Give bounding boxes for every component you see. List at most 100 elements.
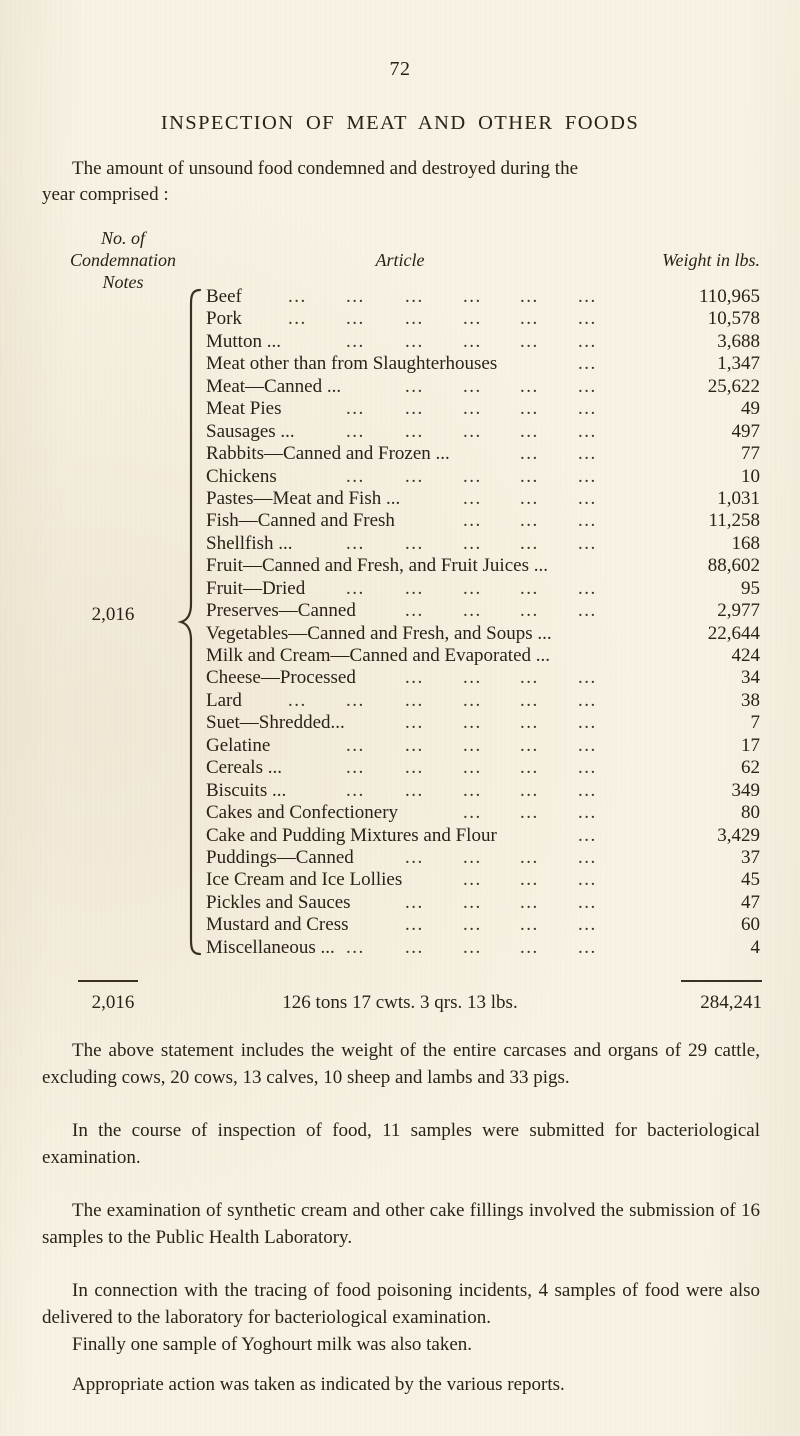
leader-dots: ... [520, 667, 539, 689]
table-cell-weight: 95 [741, 577, 760, 599]
leader-dots: ... [463, 802, 482, 824]
table-row: Sausages .................. 497 [206, 421, 760, 443]
leader-dots: ... [463, 734, 482, 756]
table-row: Fish—Canned and Fresh......... 11,258 [206, 510, 760, 532]
table-cell-weight: 47 [741, 891, 760, 913]
table-row: Pastes—Meat and Fish ............ 1,031 [206, 488, 760, 510]
condemnation-notes-count: 2,016 [91, 604, 135, 625]
table-row: Pickles and Sauces............ 47 [206, 892, 760, 914]
heading-condemnation: Condemnation [70, 250, 176, 270]
table-cell-weight: 10 [741, 465, 760, 487]
paragraph-carcases-line-1: The above statement includes the weight … [72, 1040, 601, 1061]
paragraph-synthetic-cream-line-1: The examination of synthetic cream and o… [72, 1200, 624, 1221]
table-cell-weight: 11,258 [708, 510, 760, 532]
leader-dots: ... [520, 487, 539, 509]
total-notes: 2,016 [91, 992, 135, 1013]
leader-dots: ... [405, 757, 424, 779]
intro-line-2: year comprised : [42, 184, 169, 205]
leader-dots: ... [346, 286, 365, 307]
table-cell-weight: 49 [741, 398, 760, 420]
leader-dots: ... [463, 398, 482, 420]
page-title: INSPECTION OF MEAT AND OTHER FOODS [160, 112, 640, 134]
leader-dots: ... [405, 712, 424, 734]
leader-dots: ... [520, 443, 539, 465]
table-cell-article: Pork [206, 308, 242, 330]
leader-dots: ... [578, 712, 597, 734]
table-row: Cakes and Confectionery......... 80 [206, 802, 760, 824]
table-cell-weight: 25,622 [707, 375, 760, 397]
leader-dots: ... [463, 869, 482, 891]
table-cell-article: Meat other than from Slaughterhouses [206, 353, 498, 375]
table-row: Beef.................. 110,965 [206, 286, 760, 308]
leader-dots: ... [288, 286, 307, 307]
table-cell-weight: 1,031 [717, 487, 760, 509]
leader-dots: ... [405, 330, 424, 352]
leader-dots: ... [520, 600, 539, 622]
leader-dots: ... [520, 936, 539, 958]
leader-dots: ... [463, 465, 482, 487]
table-cell-weight: 4 [750, 936, 761, 958]
leader-dots: ... [578, 869, 597, 891]
table-row: Preserves—Canned............ 2,977 [206, 600, 760, 622]
table-cell-article: Chickens [206, 465, 277, 487]
leader-dots: ... [463, 914, 482, 936]
table-cell-weight: 2,977 [717, 600, 760, 622]
total-rule-right [681, 980, 762, 982]
heading-weight: Weight in lbs. [662, 250, 760, 270]
intro-paragraph: The amount of unsound food condemned and… [42, 156, 760, 208]
leader-dots: ... [463, 308, 482, 330]
leader-dots: ... [463, 286, 482, 307]
table-cell-weight: 34 [741, 667, 760, 689]
leader-dots: ... [578, 330, 597, 352]
leader-dots: ... [346, 779, 365, 801]
leader-dots: ... [405, 734, 424, 756]
paragraph-samples: In the course of inspection of food, 11 … [42, 1118, 760, 1171]
leader-dots: ... [405, 465, 424, 487]
leader-dots: ... [405, 667, 424, 689]
total-weight: 284,241 [700, 992, 762, 1013]
leader-dots: ... [520, 846, 539, 868]
table-cell-article: Mutton ... [206, 330, 281, 352]
leader-dots: ... [405, 891, 424, 913]
table-row: Puddings—Canned............ 37 [206, 847, 760, 869]
table-cell-weight: 110,965 [698, 286, 760, 307]
table-cell-weight: 38 [741, 689, 760, 711]
table-cell-article: Pastes—Meat and Fish ... [206, 487, 401, 509]
leader-dots: ... [346, 734, 365, 756]
leader-dots: ... [405, 689, 424, 711]
leader-dots: ... [346, 330, 365, 352]
table-row: Meat other than from Slaughterhouses... 1… [206, 353, 760, 375]
table-cell-article: Fruit—Canned and Fresh, and Fruit Juices… [206, 555, 548, 577]
leader-dots: ... [520, 757, 539, 779]
table-row: Cereals .................. 62 [206, 757, 760, 779]
column-headings: No. of Condemnation Notes Article Weight… [0, 228, 800, 298]
leader-dots: ... [578, 846, 597, 868]
leader-dots: ... [520, 891, 539, 913]
table-cell-article: Fruit—Dried [206, 577, 306, 599]
table-cell-weight: 88,602 [707, 555, 760, 577]
leader-dots: ... [520, 420, 539, 442]
table-cell-weight: 62 [741, 757, 760, 779]
table-cell-article: Cereals ... [206, 757, 282, 779]
table-row: Mutton .................. 3,688 [206, 331, 760, 353]
table-cell-article: Rabbits—Canned and Frozen ... [206, 443, 450, 465]
leader-dots: ... [346, 689, 365, 711]
leader-dots: ... [405, 308, 424, 330]
table-cell-article: Preserves—Canned [206, 600, 356, 622]
table-row: Meat—Canned ............... 25,622 [206, 376, 760, 398]
paragraph-synthetic-cream-line-2: submission of 16 samples to the Public H… [42, 1200, 761, 1248]
leader-dots: ... [578, 465, 597, 487]
leader-dots: ... [520, 712, 539, 734]
leader-dots: ... [578, 600, 597, 622]
table-row: Chickens............... 10 [206, 466, 760, 488]
leader-dots: ... [405, 914, 424, 936]
table-cell-weight: 77 [741, 443, 760, 465]
heading-article: Article [375, 250, 425, 270]
paragraph-carcases: The above statement includes the weight … [42, 1038, 760, 1091]
total-tonnage: 126 tons 17 cwts. 3 qrs. 13 lbs. [282, 992, 518, 1013]
table-row: Suet—Shredded............... 7 [206, 712, 760, 734]
table-row: Mustard and Cress............ 60 [206, 914, 760, 936]
table-row: Biscuits .................. 349 [206, 780, 760, 802]
leader-dots: ... [520, 914, 539, 936]
leader-dots: ... [520, 689, 539, 711]
